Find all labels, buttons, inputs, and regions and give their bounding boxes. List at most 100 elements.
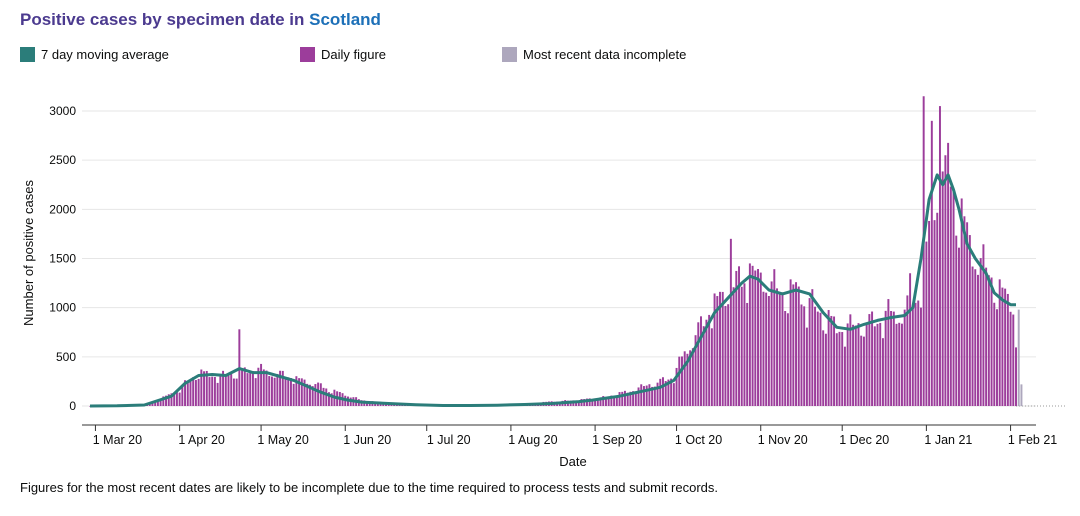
y-tick-label: 1500 xyxy=(49,252,76,266)
daily-bar xyxy=(664,381,667,406)
daily-bar xyxy=(987,275,990,406)
daily-bar xyxy=(591,399,594,406)
daily-bar xyxy=(596,400,599,406)
footnote: Figures for the most recent dates are li… xyxy=(20,480,719,495)
daily-bar xyxy=(919,307,922,406)
daily-bar xyxy=(615,396,618,406)
daily-bar xyxy=(721,291,724,406)
daily-bar xyxy=(194,380,197,406)
daily-bar xyxy=(841,332,844,406)
daily-bar xyxy=(843,346,846,406)
daily-bar xyxy=(645,385,648,406)
daily-bar xyxy=(819,312,822,406)
daily-bar xyxy=(898,322,901,406)
daily-bar xyxy=(594,398,597,406)
daily-bar xyxy=(930,120,933,406)
daily-bar xyxy=(830,315,833,406)
daily-bar xyxy=(368,402,371,406)
daily-bar xyxy=(971,266,974,406)
daily-bar xyxy=(938,106,941,406)
x-tick-label: 1 Mar 20 xyxy=(93,433,142,447)
daily-bar xyxy=(781,292,784,406)
daily-bar xyxy=(246,373,249,406)
daily-bar xyxy=(746,302,749,406)
daily-bar xyxy=(634,393,637,406)
daily-bar xyxy=(575,401,578,406)
y-tick-label: 2500 xyxy=(49,153,76,167)
incomplete-bars xyxy=(1017,309,1023,406)
daily-bar xyxy=(738,266,740,406)
daily-bar xyxy=(1006,293,1009,406)
daily-bar xyxy=(260,363,263,406)
daily-bar xyxy=(189,379,192,406)
daily-bar xyxy=(295,376,298,406)
moving-average-line-layer xyxy=(89,173,1016,408)
daily-bar xyxy=(1004,288,1007,406)
legend-item-daily-figure: Daily figure xyxy=(300,47,386,62)
y-tick-label: 2000 xyxy=(49,202,76,216)
daily-bar xyxy=(268,376,271,406)
daily-bar xyxy=(1009,311,1012,406)
daily-bar xyxy=(583,399,586,406)
daily-bar xyxy=(230,374,233,406)
daily-bar xyxy=(610,395,613,406)
daily-bar xyxy=(281,370,284,406)
daily-bar xyxy=(186,381,189,406)
daily-bar xyxy=(977,274,979,406)
daily-bar xyxy=(740,286,743,406)
daily-bar xyxy=(895,323,898,406)
daily-bar xyxy=(982,244,985,406)
daily-bar xyxy=(642,386,645,406)
daily-bar xyxy=(925,241,928,406)
daily-bar xyxy=(873,326,876,406)
x-tick-label: 1 Feb 21 xyxy=(1008,433,1057,447)
daily-bar xyxy=(922,96,925,406)
daily-bar xyxy=(265,370,268,406)
daily-bar xyxy=(732,287,735,406)
daily-bar xyxy=(327,392,330,406)
daily-bar xyxy=(667,379,670,406)
y-axis: 0 500 1000 1500 2000 2500 3000 xyxy=(49,104,76,413)
x-tick-label: 1 Sep 20 xyxy=(592,433,642,447)
daily-bar xyxy=(824,333,827,406)
daily-bar xyxy=(626,392,629,406)
daily-bar xyxy=(232,378,235,406)
daily-bar xyxy=(767,295,770,406)
daily-bar xyxy=(289,378,292,406)
daily-bar xyxy=(757,269,760,406)
x-tick-label: 1 Jul 20 xyxy=(427,433,471,447)
x-axis: 1 Mar 20 1 Apr 20 1 May 20 1 Jun 20 1 Jul 20… xyxy=(82,424,1057,447)
daily-bar xyxy=(208,377,211,406)
x-tick-label: 1 Oct 20 xyxy=(675,433,722,447)
daily-bar xyxy=(604,396,607,406)
daily-bar xyxy=(952,191,955,406)
daily-bar xyxy=(789,279,792,406)
daily-bar xyxy=(947,142,950,406)
daily-bar xyxy=(963,216,966,406)
daily-bar xyxy=(881,338,884,406)
daily-bar xyxy=(629,391,632,406)
daily-bar xyxy=(197,378,200,406)
daily-bar xyxy=(849,314,852,406)
x-tick-label: 1 Jun 20 xyxy=(343,433,391,447)
daily-bar xyxy=(694,335,697,406)
daily-bar xyxy=(618,392,621,406)
y-tick-label: 500 xyxy=(56,350,76,364)
daily-bar xyxy=(822,330,825,406)
daily-bar xyxy=(887,299,890,406)
daily-bar xyxy=(317,382,320,406)
daily-bar xyxy=(705,319,708,406)
x-axis-label: Date xyxy=(559,454,586,469)
title-prefix: Positive cases by specimen date in xyxy=(20,10,310,29)
daily-bar xyxy=(797,286,800,406)
daily-bar xyxy=(1001,287,1004,406)
daily-bar xyxy=(273,377,276,406)
daily-bar xyxy=(933,220,936,406)
daily-bar xyxy=(827,310,830,406)
daily-bar xyxy=(648,384,651,406)
x-tick-label: 1 Dec 20 xyxy=(839,433,889,447)
daily-bar xyxy=(170,393,173,406)
daily-bar xyxy=(993,302,996,406)
daily-bar xyxy=(89,406,91,407)
daily-bar xyxy=(944,155,947,406)
